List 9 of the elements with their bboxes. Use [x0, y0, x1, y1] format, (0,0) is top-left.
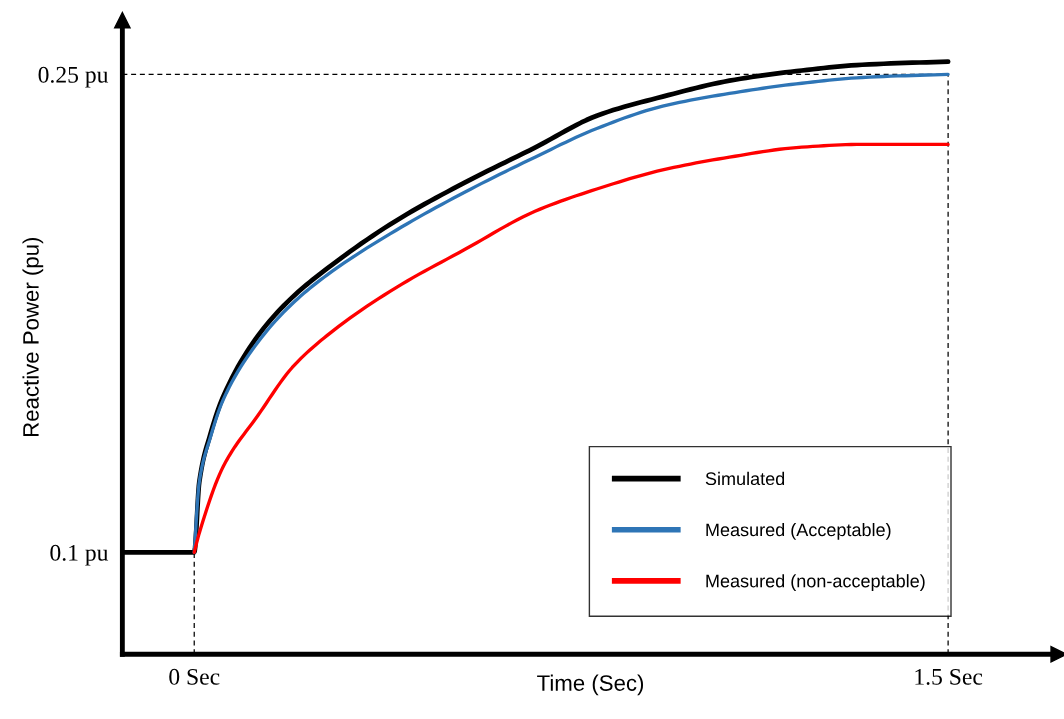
- x-tick-label: 1.5 Sec: [915, 668, 983, 685]
- y-tick-label: 0.1 pu: [50, 544, 109, 566]
- y-tick-label: 0.25 pu: [38, 66, 109, 88]
- x-tick-label: 0 Sec: [169, 668, 220, 685]
- legend-label: Simulated: [705, 471, 785, 486]
- x-axis-title: Time (Sec): [537, 674, 644, 696]
- legend-label: Measured (Acceptable): [706, 522, 891, 540]
- y-axis-title: Reactive Power (pu): [22, 237, 44, 437]
- legend-label: Measured (non-acceptable): [706, 574, 925, 591]
